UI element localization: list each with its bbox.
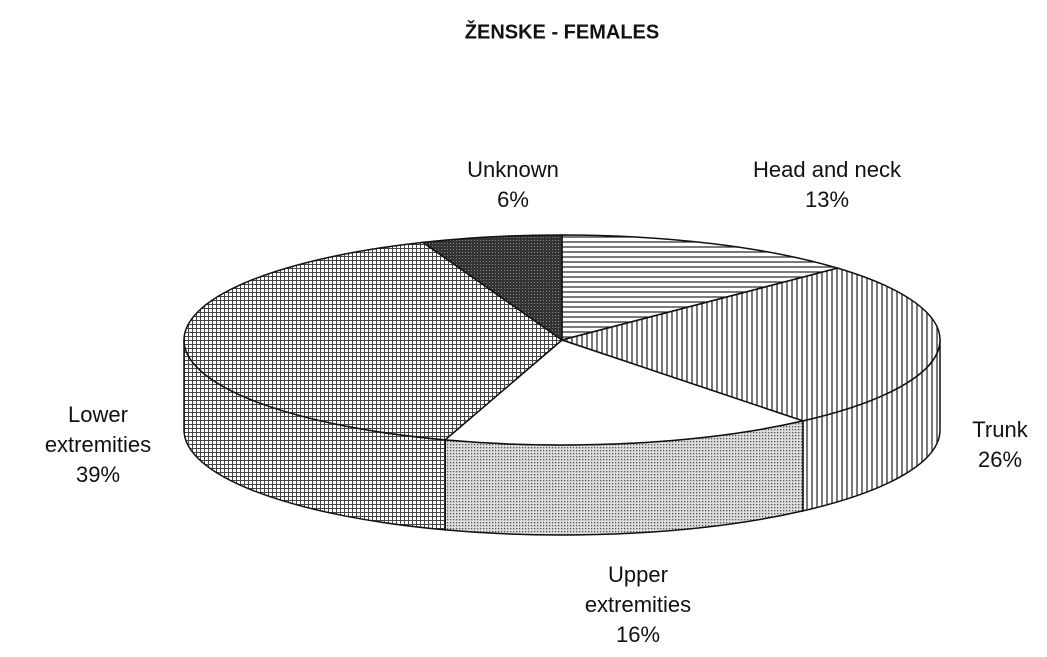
slice-label: Lower extremities 39%	[33, 400, 163, 490]
value-label: 6%	[497, 187, 529, 212]
value-label: 16%	[615, 622, 661, 647]
pie-slice	[420, 234, 563, 342]
value-label: 26%	[977, 447, 1023, 472]
category-label: Trunk	[972, 417, 1028, 442]
chart-title: ŽENSKE - FEMALES	[464, 21, 660, 44]
category-label: Upper extremities	[584, 562, 692, 617]
pie-slice	[561, 234, 841, 341]
value-label: 13%	[804, 187, 850, 212]
value-label: 39%	[75, 462, 121, 487]
category-label: Lower extremities	[44, 402, 152, 457]
slice-label: Trunk 26%	[940, 415, 1047, 475]
pie-slice	[183, 241, 564, 441]
slice-label: Head and neck 13%	[707, 155, 947, 215]
pie-slice	[559, 267, 941, 422]
category-label: Head and neck	[753, 157, 901, 182]
category-label: Unknown	[467, 157, 559, 182]
slice-label: Unknown 6%	[453, 155, 573, 215]
slice-label: Upper extremities 16%	[573, 560, 703, 650]
pie-slice	[443, 339, 806, 446]
